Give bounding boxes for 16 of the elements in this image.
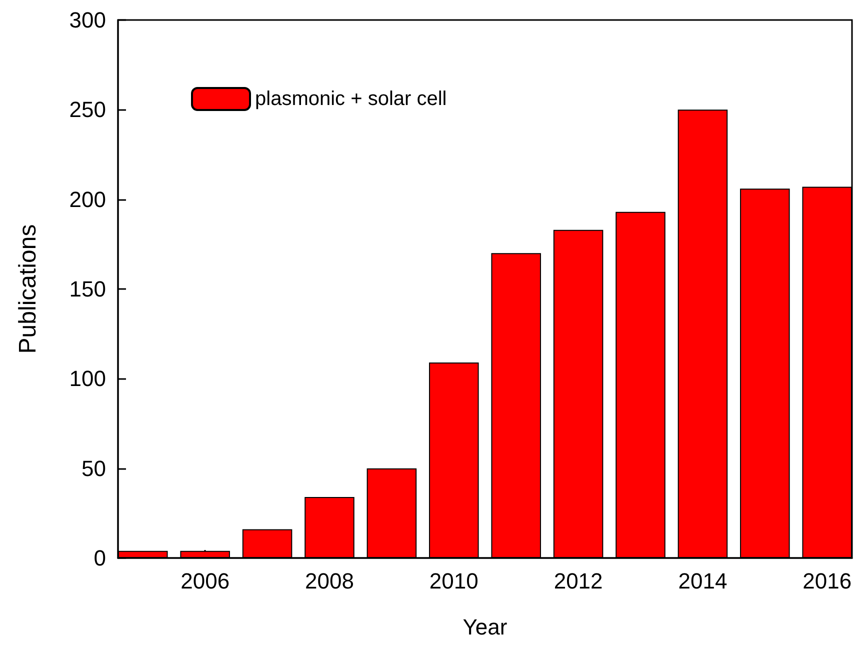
y-tick-label: 300 (69, 8, 106, 32)
y-tick-label: 100 (69, 366, 106, 392)
y-tick-label: 200 (69, 186, 106, 212)
legend-label: plasmonic + solar cell (255, 88, 447, 110)
x-tick-label: 2016 (802, 568, 852, 594)
x-axis-title: Year (462, 614, 508, 640)
x-tick-label: 2010 (429, 568, 478, 594)
x-tick-label: 2012 (554, 568, 603, 594)
y-tick-label: 150 (69, 276, 106, 302)
y-tick-label: 0 (94, 546, 106, 570)
x-tick-label: 2008 (305, 568, 354, 594)
y-axis-title: Publications (14, 224, 42, 354)
y-tick-label: 250 (69, 97, 106, 122)
y-tick-label: 50 (82, 456, 106, 481)
x-tick-label: 2014 (678, 568, 728, 594)
x-tick-label: 2006 (180, 568, 230, 594)
